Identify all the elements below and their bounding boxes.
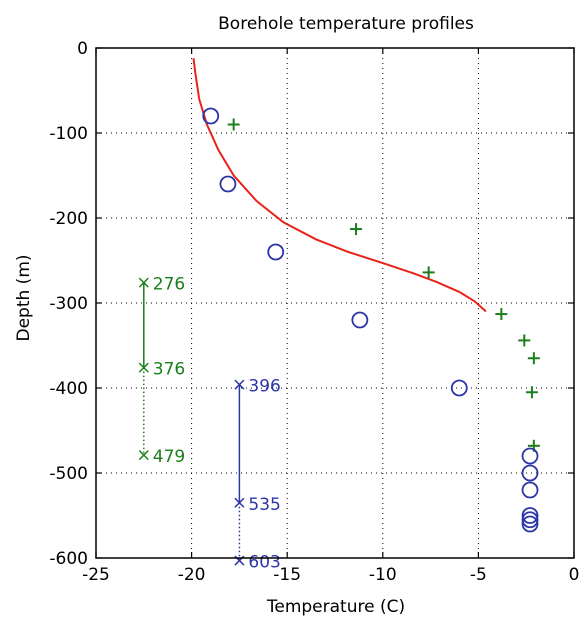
y-tick-label: -100 bbox=[49, 124, 88, 144]
x-tick-label: -25 bbox=[82, 565, 110, 585]
y-tick-label: -400 bbox=[49, 379, 88, 399]
x-tick-label: -20 bbox=[178, 565, 206, 585]
circle-marker bbox=[521, 464, 539, 482]
y-tick-label: -300 bbox=[49, 294, 88, 314]
x-tick-label: -5 bbox=[470, 565, 487, 585]
annotation-x-marker bbox=[234, 379, 245, 390]
annotation-depth-label: 376 bbox=[153, 360, 185, 380]
x-tick-label: -10 bbox=[369, 565, 397, 585]
y-tick-label: -600 bbox=[49, 549, 88, 569]
x-tick-label: 0 bbox=[569, 565, 580, 585]
circle-marker bbox=[521, 507, 539, 524]
annotation-depth-label: 276 bbox=[153, 275, 185, 295]
annotation-x-marker bbox=[138, 362, 149, 373]
circle-marker bbox=[219, 175, 237, 193]
x-axis-label: Temperature (C) bbox=[266, 597, 405, 617]
circle-marker bbox=[267, 243, 285, 261]
circle-marker bbox=[351, 311, 369, 329]
plot-frame bbox=[95, 47, 575, 559]
circle-marker bbox=[521, 515, 539, 533]
y-tick-label: -500 bbox=[49, 464, 88, 484]
annotation-depth-label: 396 bbox=[248, 377, 280, 397]
y-tick-label: -200 bbox=[49, 209, 88, 229]
temperature-profile-line bbox=[192, 58, 487, 313]
annotation-depth-label: 479 bbox=[153, 447, 185, 467]
annotation-x-marker bbox=[234, 497, 245, 508]
circle-marker bbox=[450, 379, 468, 397]
data-series bbox=[192, 58, 540, 533]
circle-marker bbox=[521, 481, 539, 499]
circle-marker bbox=[521, 511, 539, 529]
y-axis-label: Depth (m) bbox=[14, 254, 34, 341]
y-tick-label: 0 bbox=[77, 39, 88, 59]
annotation-x-marker bbox=[138, 277, 149, 288]
x-tick-label: -15 bbox=[273, 565, 301, 585]
circle-marker bbox=[202, 107, 220, 125]
grid bbox=[96, 48, 574, 558]
annotation-x-marker bbox=[138, 450, 149, 461]
chart-title: Borehole temperature profiles bbox=[218, 14, 474, 34]
axis-ticks: -25 -20 -15 -10 -5 00-100-200-300-400-500-600 bbox=[49, 39, 579, 585]
circle-marker bbox=[521, 447, 539, 465]
annotation-depth-label: 535 bbox=[248, 495, 280, 515]
